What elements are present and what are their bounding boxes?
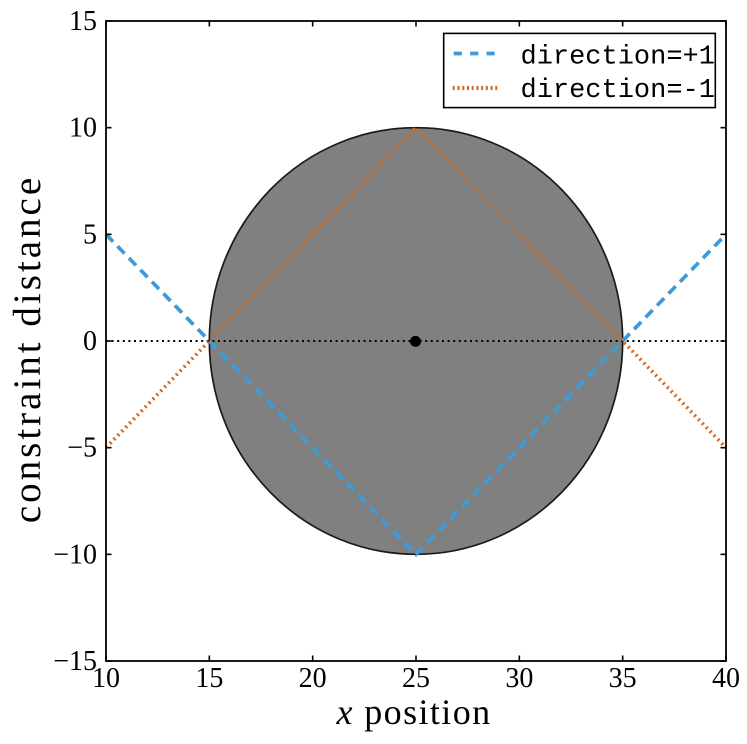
svg-text:25: 25 (402, 663, 430, 694)
svg-text:30: 30 (505, 663, 533, 694)
svg-text:−10: −10 (53, 539, 97, 570)
svg-text:35: 35 (609, 663, 637, 694)
svg-text:15: 15 (195, 663, 223, 694)
svg-text:direction=-1: direction=-1 (521, 76, 715, 106)
svg-text:−15: −15 (53, 646, 97, 677)
svg-text:10: 10 (69, 113, 97, 144)
svg-text:5: 5 (83, 219, 97, 250)
svg-text:x position: x position (335, 692, 491, 732)
svg-text:constraint distance: constraint distance (6, 175, 49, 523)
svg-text:0: 0 (83, 326, 97, 357)
svg-text:15: 15 (69, 6, 97, 37)
svg-text:−5: −5 (67, 433, 97, 464)
svg-text:20: 20 (299, 663, 327, 694)
svg-text:40: 40 (712, 663, 740, 694)
svg-text:10: 10 (92, 663, 120, 694)
svg-text:direction=+1: direction=+1 (521, 43, 715, 73)
